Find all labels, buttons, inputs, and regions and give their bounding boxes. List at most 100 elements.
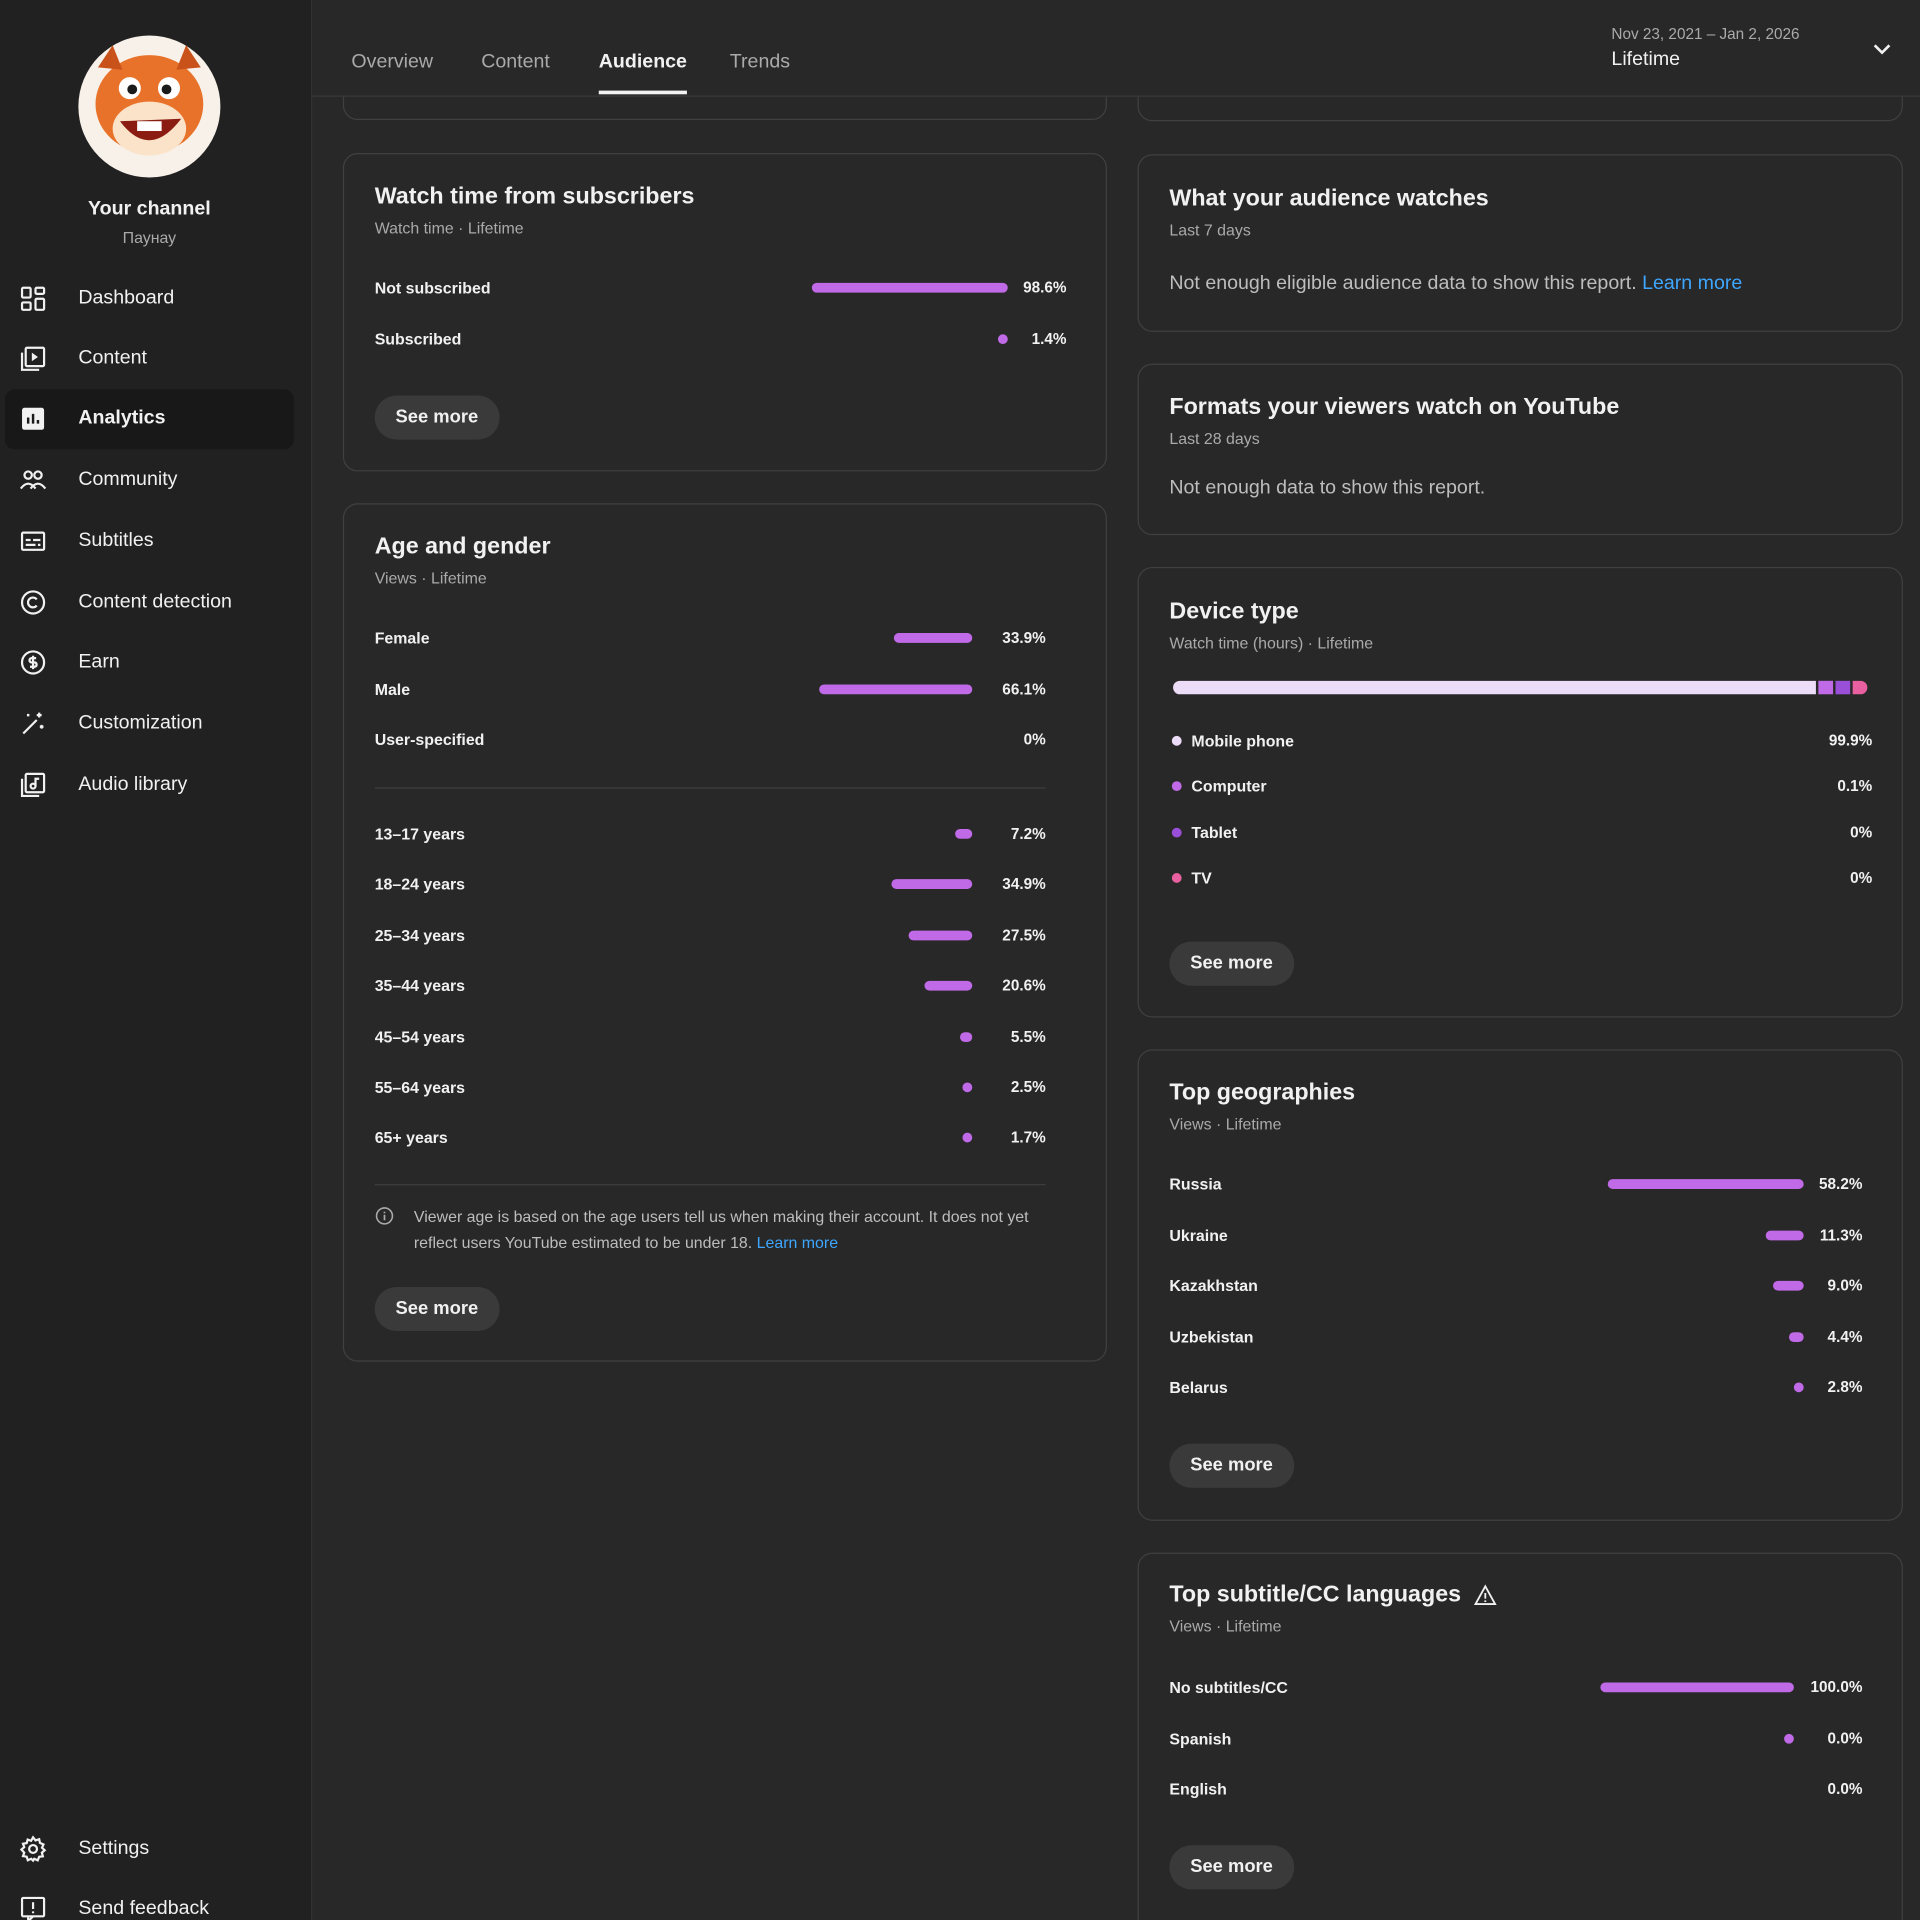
bar bbox=[893, 633, 973, 643]
nav-icon bbox=[20, 590, 46, 615]
age-gender-card: Age and gender Views · Lifetime Female 33.9… bbox=[342, 503, 1107, 1362]
see-more-button[interactable]: See more bbox=[1169, 1443, 1294, 1488]
see-more-button[interactable]: See more bbox=[1169, 941, 1294, 986]
tab[interactable]: Audience bbox=[598, 51, 687, 73]
nav-item[interactable]: Dashboard bbox=[78, 287, 175, 309]
formats-card: Formats your viewers watch on YouTube Las… bbox=[1137, 363, 1903, 536]
card-title: Watch time from subscribers bbox=[374, 183, 695, 210]
nav-item[interactable]: Customization bbox=[78, 712, 203, 734]
audience-watches-card: What your audience watches Last 7 days Not… bbox=[1137, 154, 1903, 332]
see-more-button[interactable]: See more bbox=[374, 395, 500, 440]
row-label: English bbox=[1169, 1779, 1227, 1799]
card-subtitle: Watch time · Lifetime bbox=[374, 218, 524, 237]
row-value: 5.5% bbox=[1010, 1028, 1046, 1046]
nav-icon bbox=[22, 712, 44, 735]
bar bbox=[962, 1133, 973, 1143]
bar bbox=[819, 683, 973, 694]
row-label: Ukraine bbox=[1169, 1225, 1228, 1245]
nav-item[interactable]: Earn bbox=[78, 651, 120, 673]
divider bbox=[374, 1184, 1046, 1186]
channel-avatar[interactable] bbox=[76, 33, 223, 180]
bar bbox=[1793, 1382, 1804, 1393]
legend-dot bbox=[1171, 781, 1182, 792]
bar bbox=[812, 282, 1008, 293]
row-label: Computer bbox=[1191, 777, 1267, 796]
warning-icon[interactable] bbox=[1473, 1583, 1497, 1607]
card-title: What your audience watches bbox=[1169, 186, 1489, 212]
dropdown-chevron[interactable] bbox=[1871, 38, 1893, 60]
row-label: Russia bbox=[1169, 1174, 1222, 1194]
bar bbox=[959, 1031, 973, 1042]
nav-icon bbox=[20, 346, 46, 371]
nav-icon bbox=[22, 407, 45, 430]
row-value: 9.0% bbox=[1827, 1277, 1863, 1295]
bar bbox=[891, 879, 973, 890]
legend-dot bbox=[1171, 735, 1182, 746]
learn-more-link[interactable]: Learn more bbox=[1642, 273, 1743, 294]
nav-icon bbox=[20, 286, 46, 311]
row-label: 55–64 years bbox=[374, 1078, 466, 1097]
row-value: 1.4% bbox=[1031, 330, 1067, 348]
bar bbox=[955, 828, 973, 839]
row-value: 99.9% bbox=[1828, 732, 1873, 750]
row-label: 25–34 years bbox=[374, 926, 466, 945]
row-label: Not subscribed bbox=[374, 278, 491, 297]
card-subtitle: Views · Lifetime bbox=[374, 568, 487, 588]
channel-title: Your channel bbox=[88, 198, 211, 220]
row-value: 0.0% bbox=[1827, 1729, 1863, 1747]
row-value: 0% bbox=[1850, 869, 1873, 887]
age-note: Viewer age is based on the age users tel… bbox=[414, 1204, 1038, 1255]
nav-item[interactable]: Audio library bbox=[78, 773, 188, 795]
tab[interactable]: Trends bbox=[729, 51, 791, 73]
card-subtitle: Last 28 days bbox=[1169, 429, 1260, 448]
message: Not enough data to show this report. bbox=[1169, 477, 1486, 499]
date-range: Nov 23, 2021 – Jan 2, 2026 bbox=[1611, 25, 1800, 43]
row-label: TV bbox=[1191, 868, 1212, 888]
row-label: Kazakhstan bbox=[1169, 1276, 1258, 1295]
row-label: Subscribed bbox=[374, 330, 462, 349]
sidebar: Your channel Паунау Dashboard Content Analyt… bbox=[0, 0, 313, 1920]
row-value: 33.9% bbox=[1002, 629, 1046, 647]
device-bar-segment bbox=[1853, 680, 1868, 695]
message: Not enough eligible audience data to sho… bbox=[1169, 273, 1742, 295]
row-value: 0% bbox=[1023, 731, 1046, 749]
nav-item[interactable]: Content detection bbox=[78, 591, 232, 613]
nav-item[interactable]: Content bbox=[78, 347, 147, 369]
see-more-button[interactable]: See more bbox=[374, 1286, 500, 1332]
card-title: Top subtitle/CC languages bbox=[1169, 1582, 1462, 1608]
tab[interactable]: Content bbox=[481, 51, 550, 73]
row-label: Female bbox=[374, 628, 430, 648]
nav-icon bbox=[20, 531, 46, 551]
nav-icon bbox=[19, 470, 47, 490]
bar bbox=[1788, 1331, 1804, 1342]
bar bbox=[1773, 1280, 1804, 1291]
info-icon bbox=[375, 1207, 394, 1225]
nav-item[interactable]: Community bbox=[78, 468, 178, 490]
row-value: 11.3% bbox=[1819, 1226, 1863, 1244]
nav-icon bbox=[20, 650, 46, 675]
card-title: Top geographies bbox=[1169, 1080, 1356, 1106]
card-subtitle: Views · Lifetime bbox=[1169, 1616, 1282, 1636]
see-more-button[interactable]: See more bbox=[1169, 1845, 1294, 1890]
row-value: 58.2% bbox=[1819, 1175, 1863, 1193]
row-value: 34.9% bbox=[1002, 875, 1046, 894]
row-label: Tablet bbox=[1191, 822, 1238, 842]
row-value: 27.5% bbox=[1002, 926, 1046, 944]
date-period[interactable]: Lifetime bbox=[1611, 48, 1681, 70]
tab[interactable]: Overview bbox=[351, 51, 434, 73]
nav-item[interactable]: Subtitles bbox=[78, 530, 154, 552]
nav-item[interactable]: Analytics bbox=[78, 407, 166, 429]
nav-item[interactable]: Send feedback bbox=[78, 1897, 210, 1919]
bar bbox=[1600, 1682, 1794, 1693]
nav-item[interactable]: Settings bbox=[78, 1837, 150, 1859]
card-subtitle: Watch time (hours) · Lifetime bbox=[1169, 633, 1374, 653]
bar bbox=[1607, 1179, 1804, 1189]
device-type-card: Device type Watch time (hours) · Lifetime… bbox=[1137, 566, 1903, 1018]
bar bbox=[924, 981, 973, 991]
row-value: 0.1% bbox=[1837, 777, 1873, 796]
learn-more-link[interactable]: Learn more bbox=[756, 1233, 839, 1252]
device-bar-segment bbox=[1818, 680, 1834, 695]
row-value: 1.7% bbox=[1010, 1129, 1046, 1147]
